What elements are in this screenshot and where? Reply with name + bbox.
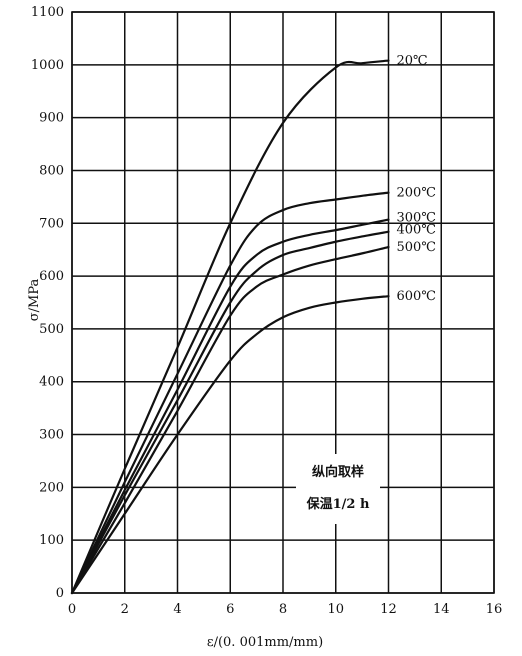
x-tick-label: 6 [226,602,234,617]
series-line-3 [70,230,390,595]
series-label-3: 400℃ [397,223,436,238]
y-tick-label: 400 [39,375,64,390]
x-axis-label: ε/(0. 001mm/mm) [207,635,323,650]
annotation-line-1: 纵向取样 [312,464,364,480]
series-line-4 [70,245,390,595]
series-label-0: 20℃ [397,54,428,69]
series-label-1: 200℃ [397,186,436,201]
tick-labels: 0 2 4 6 8 10 12 14 16 0 100 200 300 400 500 600 700 800 90… [31,5,502,617]
series-line-1 [70,191,390,595]
y-tick-label: 500 [39,322,64,337]
x-tick-label: 0 [68,602,76,617]
y-tick-label: 600 [39,269,64,284]
y-tick-label: 800 [39,163,64,178]
series-line-5 [70,295,390,595]
y-tick-label: 700 [39,216,64,231]
y-tick-label: 200 [39,480,64,495]
plot-frame [71,11,495,594]
series-label-4: 500℃ [397,240,436,255]
x-tick-label: 16 [486,602,503,617]
y-tick-label: 1100 [31,5,64,20]
series-label-2: 300℃ [397,211,436,226]
series-layer [70,59,390,595]
x-tick-label: 8 [279,602,287,617]
series-line-0 [70,59,390,595]
x-tick-label: 14 [433,602,450,617]
y-tick-label: 900 [39,111,64,126]
annotation-box: 纵向取样 保温1/2 h [296,454,380,524]
annotation-line-2: 保温1/2 h [306,496,370,512]
y-tick-label: 0 [56,586,64,601]
x-tick-label: 2 [121,602,129,617]
x-tick-label: 4 [173,602,181,617]
y-tick-label: 300 [39,428,64,443]
y-tick-label: 100 [39,533,64,548]
y-axis-label: σ/MPa [27,279,42,322]
series-label-5: 600℃ [397,289,436,304]
x-tick-label: 10 [327,602,344,617]
series-line-2 [70,218,390,595]
y-tick-label: 1000 [31,58,64,73]
x-tick-label: 12 [380,602,397,617]
